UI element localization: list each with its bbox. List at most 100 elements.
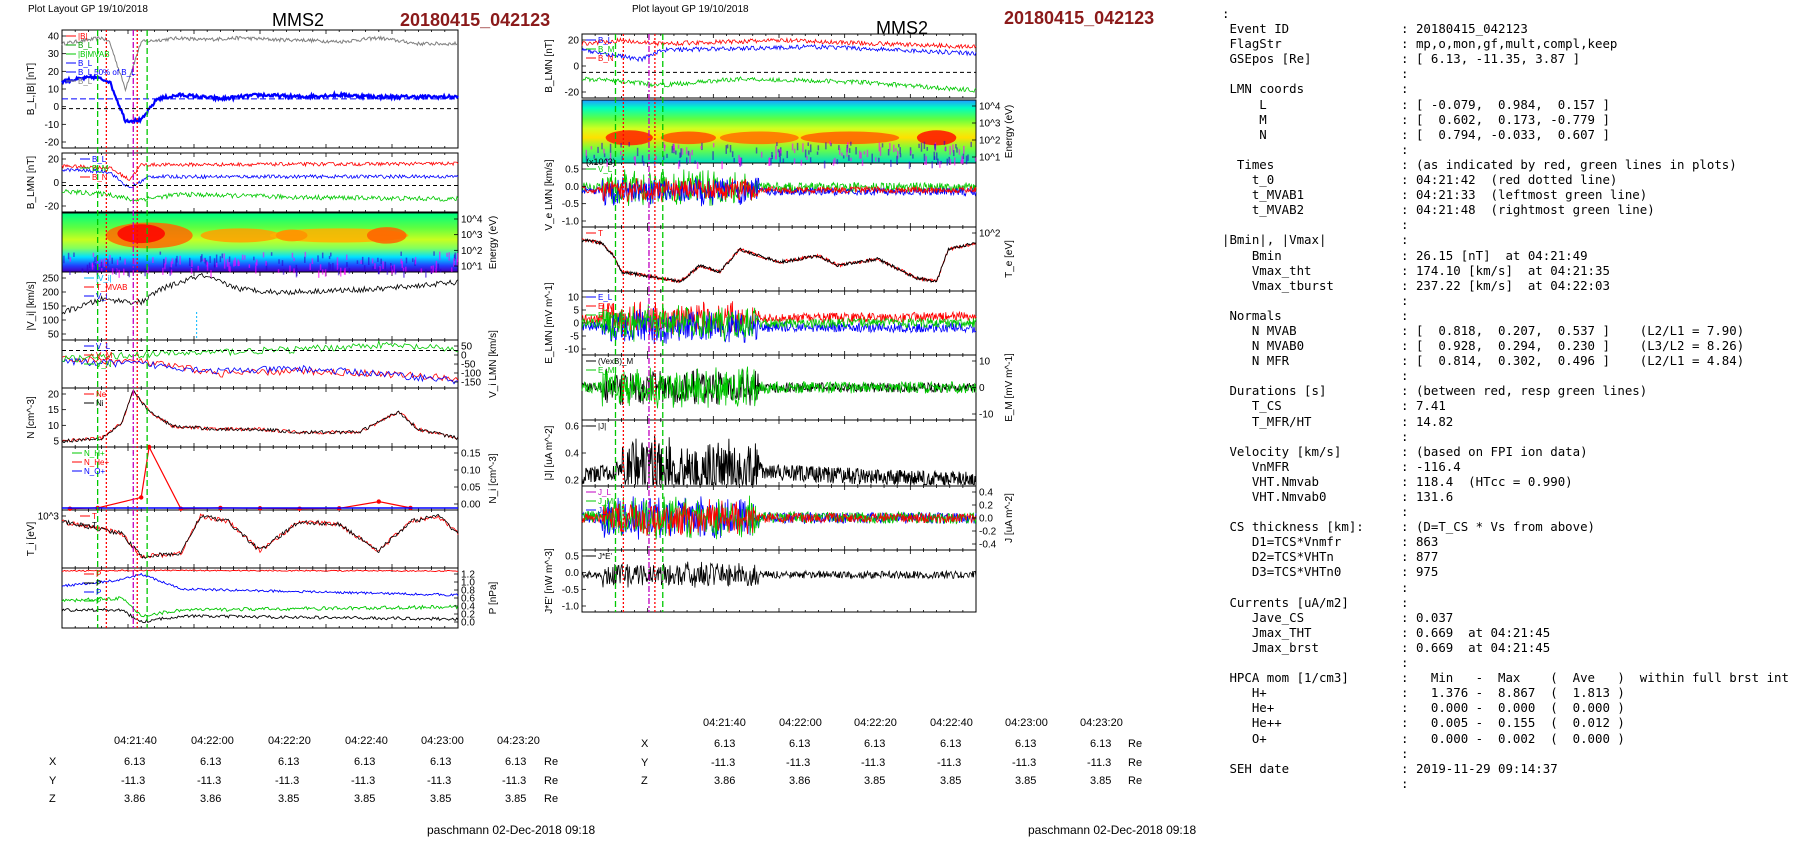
series-line: [61, 356, 459, 382]
spectrogram-speckle: [775, 152, 777, 160]
spectrogram-speckle: [896, 155, 898, 165]
info-line: FlagStr : mp,o,mon,gf,mult,compl,keep: [1222, 36, 1618, 52]
series-line: [581, 495, 977, 540]
spectrogram-speckle: [593, 154, 596, 159]
spectrogram-speckle: [163, 258, 165, 268]
spectrogram-speckle: [456, 253, 459, 263]
spectrogram-speckle: [680, 148, 682, 158]
spectrogram-speckle: [244, 255, 246, 260]
y-tick-label: 10^1: [979, 153, 1001, 164]
spectrogram-speckle: [389, 267, 392, 272]
spectrogram-speckle: [103, 258, 106, 267]
y-tick-label: -0.2: [979, 527, 997, 538]
info-line: D1=TCS*Vnmfr : 863: [1222, 534, 1439, 550]
spectrogram-speckle: [170, 269, 173, 275]
y-tick-label: -5: [570, 332, 579, 343]
y-tick-label: 30: [48, 49, 60, 60]
legend-entry: T: [598, 229, 603, 238]
spectrogram-speckle: [817, 145, 820, 151]
spectrogram-speckle: [270, 252, 273, 256]
y-tick-label: 10^4: [979, 102, 1001, 113]
spectrogram-speckle: [850, 157, 852, 162]
pos-value: 6.13: [354, 756, 375, 768]
spectrogram-speckle: [685, 147, 688, 155]
panel-frame: [61, 446, 459, 511]
spectrogram-speckle: [228, 262, 230, 271]
legend-entry: B_L: [78, 59, 93, 68]
spectrogram-speckle: [453, 258, 455, 267]
spectrogram-speckle: [895, 148, 897, 152]
legend-entry: B_L: [78, 77, 93, 86]
spectrogram-speckle: [585, 149, 588, 157]
spectrogram-speckle: [664, 144, 666, 149]
legend-entry: V_i: [96, 292, 108, 301]
spectrogram-speckle: [116, 259, 119, 266]
info-line: :: [1222, 368, 1409, 384]
panel-frame: [61, 29, 459, 149]
spectrogram-speckle: [372, 266, 374, 270]
pos-value: 3.86: [200, 793, 221, 805]
info-line: Jmax_THT : 0.669 at 04:21:45: [1222, 624, 1551, 640]
series-line: [61, 167, 459, 189]
info-line: Jmax_brst : 0.669 at 04:21:45: [1222, 639, 1551, 655]
spectrogram-speckle: [860, 152, 862, 159]
spectrogram-speckle: [712, 151, 714, 160]
spectrogram-speckle: [95, 264, 97, 272]
spectrogram-speckle: [402, 267, 405, 272]
spectrogram-speckle: [67, 252, 70, 260]
spectrogram-speckle: [213, 258, 216, 267]
legend-entry: Ni: [96, 399, 104, 408]
spectrogram-speckle: [88, 262, 91, 269]
spectrogram-speckle: [111, 268, 114, 275]
pos-value: 6.13: [430, 756, 451, 768]
y-tick-label: -10: [565, 345, 580, 356]
spectrogram-speckle: [793, 158, 796, 164]
spectrogram-speckle: [412, 258, 414, 263]
spectrogram-speckle: [878, 142, 881, 152]
info-line: :: [1222, 579, 1409, 595]
info-line: :: [1222, 428, 1409, 444]
info-line: VHT.Nmvab : 118.4 (HTcc = 0.990): [1222, 473, 1573, 489]
spectrogram-speckle: [887, 149, 890, 156]
spectrogram-speckle: [215, 261, 218, 268]
pos-unit: Re: [1128, 738, 1142, 750]
spectrogram-speckle: [691, 149, 693, 156]
info-line: Vmax_tht : 174.10 [km/s] at 04:21:35: [1222, 262, 1610, 278]
y-tick-label: 20: [48, 67, 60, 78]
y-tick-label: 0.4: [565, 449, 579, 460]
y-tick-label: 10^3: [38, 512, 60, 523]
spectrogram-speckle: [374, 263, 376, 269]
y-tick-label: 10^2: [461, 246, 483, 257]
spectrogram-speckle: [899, 147, 901, 154]
spectrogram-speckle: [438, 251, 441, 261]
spectrogram-speckle: [910, 150, 912, 154]
y-axis-label: T_e [eV]: [1004, 240, 1015, 278]
spectrogram-speckle: [830, 142, 832, 147]
series-line: [69, 445, 411, 510]
spectrogram-speckle: [609, 152, 612, 162]
spectrogram-speckle: [433, 251, 435, 256]
spectrogram-speckle: [378, 267, 380, 275]
info-line: He+ : 0.000 - 0.000 ( 0.000 ): [1222, 700, 1625, 716]
spectrogram-speckle: [842, 155, 845, 159]
y-tick-label: 20: [48, 155, 60, 166]
series-line: [61, 35, 459, 93]
y-axis-label: E_LMN [mV m^-1]: [544, 282, 555, 364]
spectrogram-speckle: [923, 153, 926, 161]
spectrogram-speckle: [681, 148, 684, 155]
panel-frame: [581, 549, 977, 613]
spectrogram-speckle: [606, 158, 608, 167]
spectrogram-speckle: [176, 255, 178, 263]
spectrogram-speckle: [848, 148, 851, 153]
y-tick-label: -50: [461, 360, 476, 371]
spectrogram-speckle: [609, 143, 612, 153]
info-line: VnMFR : -116.4: [1222, 458, 1461, 474]
info-line: He++ : 0.005 - 0.155 ( 0.012 ): [1222, 715, 1625, 731]
legend-entry: T_MVAB: [96, 283, 127, 292]
y-axis-label: B_L,|B| [nT]: [26, 63, 37, 116]
legend-entry: B_M: [92, 164, 109, 173]
info-line: LMN coords :: [1222, 81, 1409, 97]
y-axis-label: J [uA m^-2]: [1004, 493, 1015, 543]
left-spacecraft-title: MMS2: [272, 10, 324, 30]
